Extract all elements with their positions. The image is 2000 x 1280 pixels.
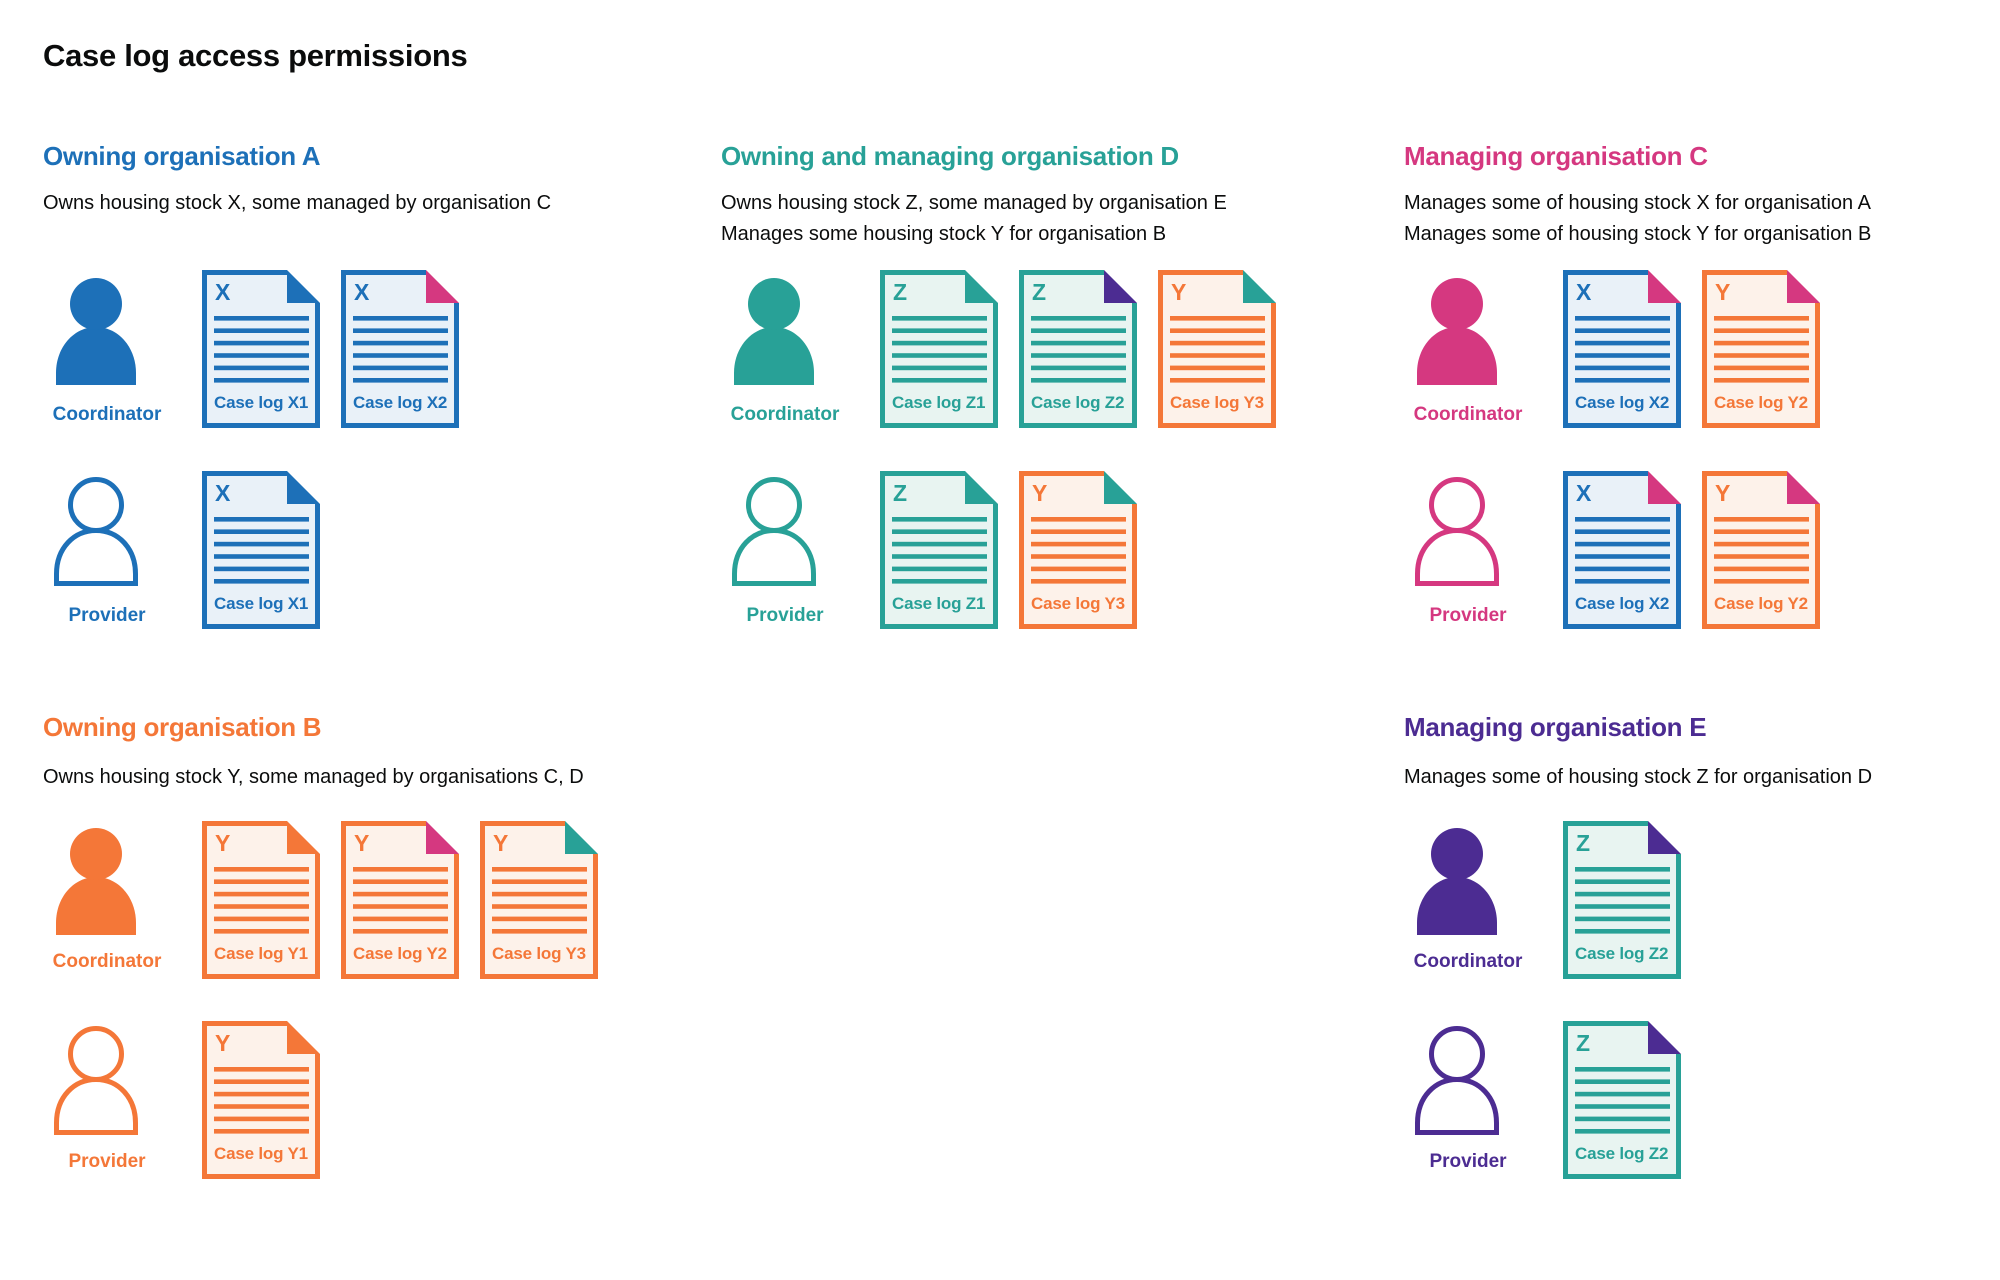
section-description: Manages some of housing stock Z for orga… [1404, 766, 1873, 788]
section-heading: Owning organisation B [43, 712, 322, 742]
stock-letter: Y [493, 830, 509, 856]
case-log-label: Case log Y1 [214, 944, 308, 963]
case-log-label: Case log Y2 [353, 944, 447, 963]
case-log-document: X Case log X2 [1563, 270, 1681, 428]
stock-letter: X [354, 279, 370, 305]
person-role-label: Coordinator [1413, 404, 1523, 425]
case-log-document: Y Case log Y2 [1702, 270, 1820, 428]
person-role-label: Provider [68, 1151, 146, 1172]
case-log-label: Case log Y2 [1714, 393, 1808, 412]
case-log-document: Y Case log Y2 [341, 821, 459, 979]
stock-letter: Y [1032, 480, 1048, 506]
coordinator-person-icon: Coordinator [731, 277, 839, 425]
case-log-document: Y Case log Y3 [1158, 270, 1276, 428]
coordinator-person-icon: Coordinator [1414, 277, 1522, 425]
stock-letter: Z [893, 279, 908, 305]
stock-letter: X [215, 279, 231, 305]
case-log-label: Case log Z2 [1031, 393, 1125, 412]
section-description: Owns housing stock Z, some managed by or… [721, 192, 1227, 245]
stock-letter: Y [1171, 279, 1187, 305]
case-log-document: Y Case log Y2 [1702, 471, 1820, 629]
stock-letter: Z [1032, 279, 1047, 305]
case-log-label: Case log Y1 [214, 1144, 308, 1163]
section-description: Manages some of housing stock X for orga… [1404, 192, 1872, 245]
case-log-label: Case log Y3 [1170, 393, 1264, 412]
section-heading: Owning organisation A [43, 141, 321, 171]
person-role-label: Provider [746, 605, 824, 626]
case-log-label: Case log Z2 [1575, 1144, 1669, 1163]
provider-person-icon: Provider [54, 1027, 146, 1172]
coordinator-person-icon: Coordinator [1414, 827, 1522, 972]
stock-letter: X [1576, 279, 1592, 305]
case-log-document: Z Case log Z2 [1019, 270, 1137, 428]
case-log-label: Case log Z1 [892, 393, 986, 412]
coordinator-person-icon: Coordinator [53, 827, 161, 972]
case-log-label: Case log X1 [214, 594, 309, 613]
case-log-document: Z Case log Z2 [1563, 821, 1681, 979]
provider-person-icon: Provider [1415, 478, 1507, 626]
case-log-document: Y Case log Y3 [1019, 471, 1137, 629]
case-log-document: Y Case log Y3 [480, 821, 598, 979]
coordinator-person-icon: Coordinator [53, 277, 161, 425]
case-log-label: Case log X1 [214, 393, 309, 412]
provider-person-icon: Provider [732, 478, 824, 626]
case-log-label: Case log X2 [1575, 594, 1670, 613]
person-role-label: Provider [1429, 1151, 1507, 1172]
case-log-document: X Case log X2 [341, 270, 459, 428]
stock-letter: Y [215, 830, 231, 856]
case-log-label: Case log Y3 [492, 944, 586, 963]
person-role-label: Coordinator [1413, 951, 1523, 972]
stock-letter: Y [215, 1030, 231, 1056]
case-log-document: X Case log X1 [202, 471, 320, 629]
stock-letter: X [215, 480, 231, 506]
section-description: Owns housing stock X, some managed by or… [43, 192, 552, 214]
provider-person-icon: Provider [54, 478, 146, 626]
person-role-label: Coordinator [52, 951, 162, 972]
person-role-label: Provider [1429, 605, 1507, 626]
stock-letter: X [1576, 480, 1592, 506]
case-log-label: Case log Z1 [892, 594, 986, 613]
stock-letter: Z [1576, 1030, 1591, 1056]
case-log-document: X Case log X1 [202, 270, 320, 428]
stock-letter: Y [354, 830, 370, 856]
section-description: Owns housing stock Y, some managed by or… [43, 766, 584, 788]
section-heading: Managing organisation C [1404, 141, 1708, 171]
provider-person-icon: Provider [1415, 1027, 1507, 1172]
case-log-label: Case log X2 [353, 393, 448, 412]
page-title: Case log access permissions [43, 38, 468, 73]
case-log-document: Y Case log Y1 [202, 1021, 320, 1179]
case-log-label: Case log X2 [1575, 393, 1670, 412]
case-log-document: X Case log X2 [1563, 471, 1681, 629]
stock-letter: Z [893, 480, 908, 506]
case-log-document: Z Case log Z1 [880, 471, 998, 629]
person-role-label: Coordinator [52, 404, 162, 425]
case-log-label: Case log Y3 [1031, 594, 1125, 613]
stock-letter: Y [1715, 480, 1731, 506]
case-log-label: Case log Z2 [1575, 944, 1669, 963]
case-log-document: Z Case log Z2 [1563, 1021, 1681, 1179]
section-heading: Owning and managing organisation D [721, 141, 1179, 171]
stock-letter: Z [1576, 830, 1591, 856]
stock-letter: Y [1715, 279, 1731, 305]
case-log-label: Case log Y2 [1714, 594, 1808, 613]
section-heading: Managing organisation E [1404, 712, 1707, 742]
person-role-label: Coordinator [730, 404, 840, 425]
case-log-document: Y Case log Y1 [202, 821, 320, 979]
person-role-label: Provider [68, 605, 146, 626]
case-log-document: Z Case log Z1 [880, 270, 998, 428]
